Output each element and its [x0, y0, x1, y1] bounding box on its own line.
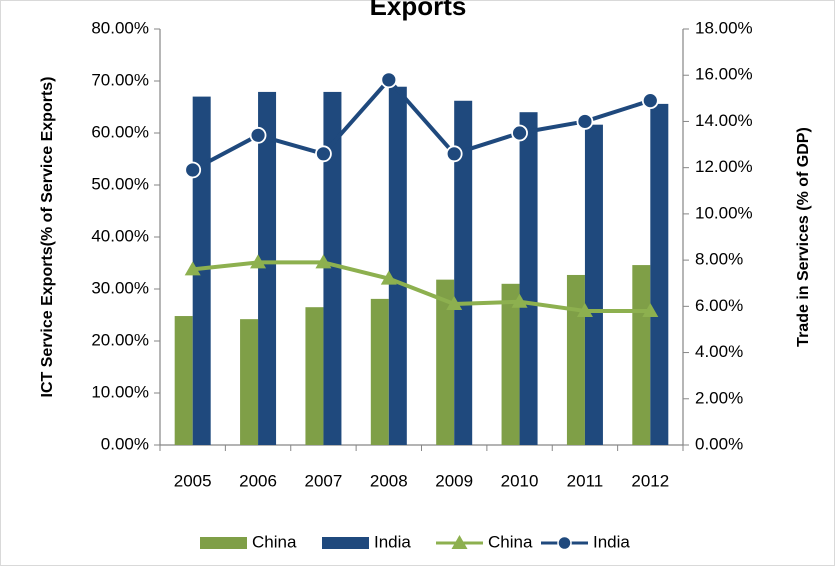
- marker-china: [446, 296, 463, 311]
- y2-tick-label: 10.00%: [695, 203, 753, 222]
- y2-tick-label: 12.00%: [695, 157, 753, 176]
- marker-china: [576, 302, 593, 317]
- marker-china: [315, 254, 332, 269]
- marker-india: [249, 126, 267, 144]
- bar-india: [192, 96, 211, 445]
- bar-china: [305, 307, 324, 445]
- legend-marker-india: [557, 535, 572, 551]
- y2-tick-label: 2.00%: [695, 388, 743, 407]
- y2-tick-label: 4.00%: [695, 342, 743, 361]
- y-tick-label: 60.00%: [91, 122, 149, 141]
- bar-india: [323, 91, 342, 446]
- y-tick-label: 40.00%: [91, 226, 149, 245]
- bar-india: [388, 86, 407, 445]
- bar-india: [454, 100, 473, 445]
- y-tick-label: 50.00%: [91, 174, 149, 193]
- legend-swatch-china: [200, 537, 247, 549]
- y2-tick-label: 16.00%: [695, 65, 753, 84]
- x-tick-label: 2010: [501, 471, 539, 490]
- marker-china: [511, 293, 528, 308]
- y-tick-label: 20.00%: [91, 330, 149, 349]
- x-tick-label: 2006: [239, 471, 277, 490]
- bar-china: [370, 298, 389, 445]
- y-tick-label: 80.00%: [91, 18, 149, 37]
- x-tick-label: 2011: [567, 471, 604, 490]
- bar-india: [650, 103, 669, 445]
- legend: China India China India: [200, 532, 630, 551]
- bar-china: [240, 319, 259, 445]
- x-tick-label: 2012: [631, 471, 669, 490]
- marker-china: [250, 254, 267, 269]
- bar-india: [519, 112, 538, 445]
- y2-axis-title: Trade in Services (% of GDP): [795, 127, 812, 347]
- y2-tick-label: 0.00%: [695, 434, 743, 453]
- bar-china: [501, 283, 520, 445]
- marker-china: [642, 302, 659, 317]
- y-tick-label: 70.00%: [91, 70, 149, 89]
- y-tick-label: 10.00%: [91, 382, 149, 401]
- y2-tick-label: 14.00%: [695, 111, 753, 130]
- marker-china: [184, 261, 201, 276]
- marker-india: [511, 124, 528, 142]
- bar-china: [436, 279, 455, 445]
- chart-title: Exports: [370, 0, 467, 21]
- legend-swatch-india: [322, 537, 369, 549]
- bar-china: [174, 316, 193, 445]
- bar-india: [258, 91, 277, 446]
- marker-india: [184, 161, 202, 179]
- marker-india: [315, 145, 332, 163]
- y2-tick-label: 8.00%: [695, 250, 743, 269]
- marker-china: [380, 270, 397, 285]
- x-tick-label: 2005: [174, 471, 212, 490]
- y-tick-label: 0.00%: [101, 434, 149, 453]
- y2-tick-label: 6.00%: [695, 296, 743, 315]
- x-tick-label: 2009: [435, 471, 473, 490]
- plot-area: 0.00% 10.00% 20.00% 30.00% 40.00% 50.00% 60.00…: [91, 18, 752, 490]
- y-axis-title: ICT Service Exports(% of Service Exports…: [39, 77, 56, 398]
- legend-label-china: China: [252, 532, 297, 551]
- marker-india: [641, 92, 659, 110]
- x-tick-label: 2008: [370, 471, 408, 490]
- bar-china: [566, 274, 585, 445]
- y2-tick-label: 18.00%: [695, 18, 753, 37]
- x-tick-label: 2007: [305, 471, 343, 490]
- marker-india: [576, 113, 594, 130]
- marker-india: [380, 71, 398, 89]
- line-india: [191, 77, 651, 172]
- legend-label-china: China: [488, 532, 533, 551]
- marker-india: [445, 145, 463, 163]
- bar-china: [632, 265, 651, 445]
- line-china: [192, 260, 651, 313]
- y-tick-label: 30.00%: [91, 278, 149, 297]
- legend-marker-china: [451, 535, 468, 549]
- legend-label-india: India: [593, 532, 630, 551]
- legend-label-india: India: [374, 532, 411, 551]
- bar-india: [584, 124, 603, 446]
